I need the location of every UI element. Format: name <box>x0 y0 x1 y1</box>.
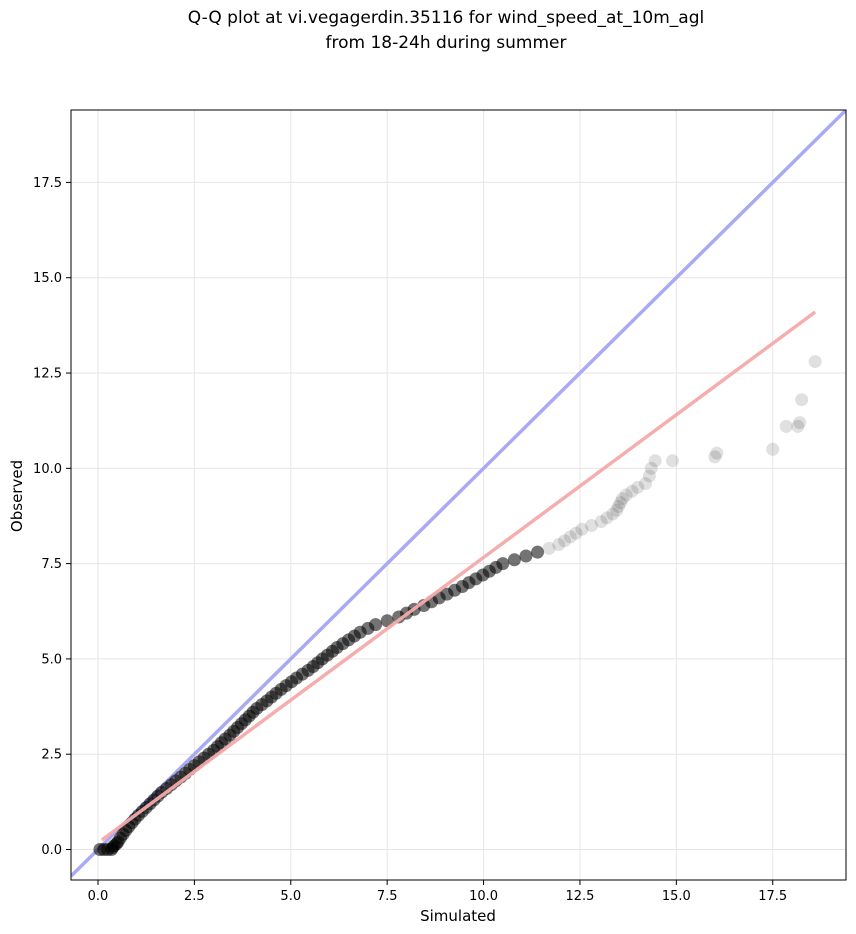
y-tick-label: 0.0 <box>41 843 62 858</box>
chart-subtitle: from 18-24h during summer <box>326 33 567 53</box>
data-point <box>644 461 658 475</box>
plot-frame <box>70 109 847 881</box>
y-tick-label: 5.0 <box>41 652 62 667</box>
data-point <box>519 549 533 563</box>
x-tick-label: 5.0 <box>280 889 301 904</box>
data-point <box>569 526 583 540</box>
x-tick-label: 17.5 <box>758 889 787 904</box>
x-tick-label: 2.5 <box>184 889 205 904</box>
y-axis-ticks: 0.0 2.5 5.0 7.5 10.0 12.5 15.0 17.5 <box>33 176 71 858</box>
plot-content <box>71 110 846 878</box>
y-tick-label: 12.5 <box>33 367 62 382</box>
data-point <box>606 507 620 521</box>
data-point <box>552 538 566 552</box>
data-point <box>558 534 572 548</box>
x-tick-label: 15.0 <box>662 889 691 904</box>
x-axis-label: Simulated <box>420 907 496 925</box>
data-point <box>507 553 521 567</box>
data-point <box>795 393 809 407</box>
data-point <box>496 557 510 571</box>
data-point <box>625 484 639 498</box>
x-tick-label: 12.5 <box>565 889 594 904</box>
data-point <box>642 469 656 483</box>
data-point <box>665 454 679 468</box>
data-point <box>779 419 793 433</box>
data-point <box>575 522 589 536</box>
data-point <box>610 503 624 517</box>
chart-title: Q-Q plot at vi.vegagerdin.35116 for wind… <box>188 8 704 28</box>
x-axis-ticks: 0.0 2.5 5.0 7.5 10.0 12.5 15.0 17.5 <box>88 880 787 904</box>
identity-line <box>71 110 846 878</box>
y-tick-label: 2.5 <box>41 748 62 763</box>
x-tick-label: 10.0 <box>469 889 498 904</box>
data-point <box>563 530 577 544</box>
fit-line <box>100 310 817 842</box>
data-point <box>600 511 614 525</box>
data-point <box>791 419 805 433</box>
data-point <box>369 618 383 632</box>
data-point <box>648 454 662 468</box>
data-point <box>380 614 394 628</box>
data-point <box>585 518 599 532</box>
data-point <box>808 355 822 369</box>
data-point <box>710 446 724 460</box>
y-tick-label: 15.0 <box>33 271 62 286</box>
y-axis-label: Observed <box>8 460 26 532</box>
data-point <box>615 492 629 506</box>
y-tick-label: 17.5 <box>33 176 62 191</box>
data-point <box>542 541 556 555</box>
grid <box>71 110 846 880</box>
data-point <box>631 480 645 494</box>
x-tick-label: 0.0 <box>88 889 109 904</box>
data-point <box>708 450 722 464</box>
points-group <box>93 355 822 857</box>
y-tick-label: 10.0 <box>33 462 62 477</box>
data-point <box>612 499 626 513</box>
data-point <box>766 442 780 456</box>
y-tick-label: 7.5 <box>41 557 62 572</box>
data-point <box>793 416 807 430</box>
x-tick-label: 7.5 <box>377 889 398 904</box>
data-point <box>531 545 545 559</box>
data-point <box>639 477 653 491</box>
data-point <box>619 488 633 502</box>
data-point <box>613 496 627 510</box>
data-point <box>594 515 608 529</box>
